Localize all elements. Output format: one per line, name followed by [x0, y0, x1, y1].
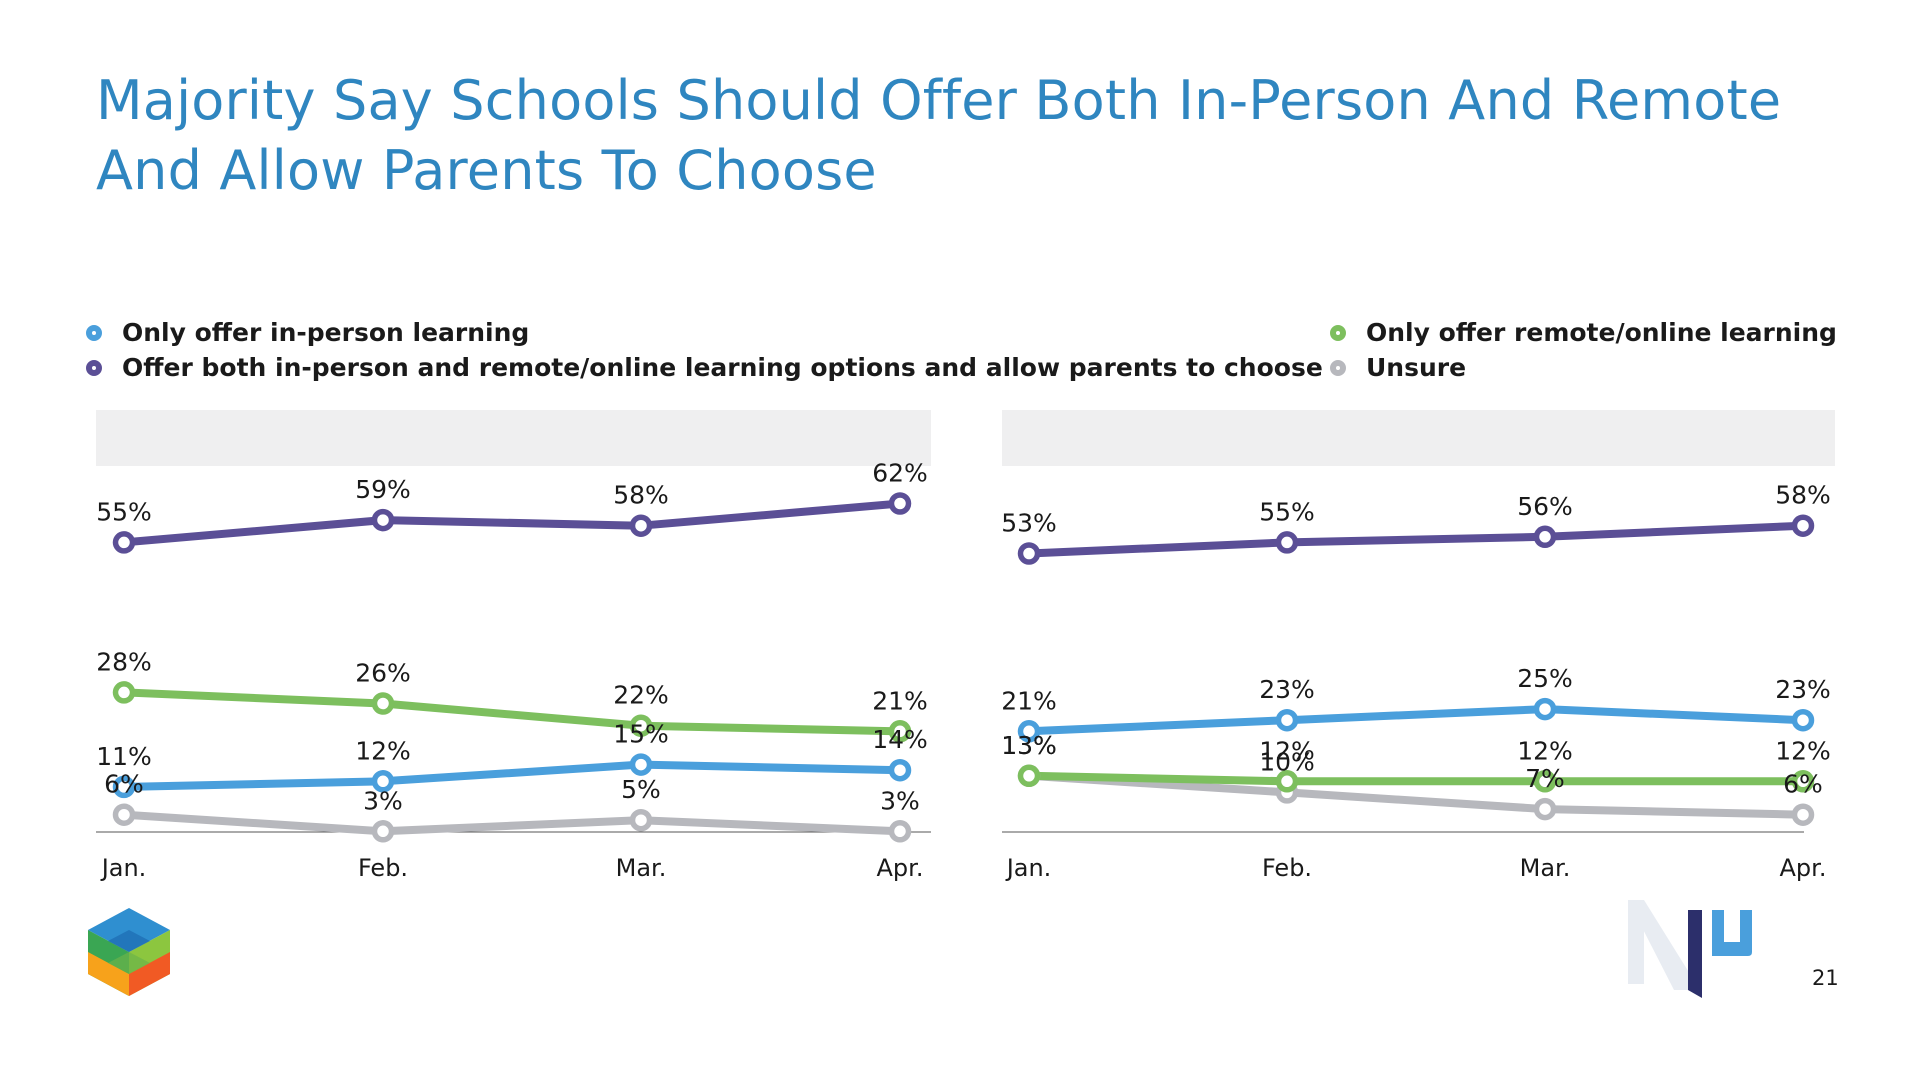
data-point [629, 714, 653, 737]
legend-marker-circle-icon [86, 359, 102, 376]
data-point [1791, 803, 1815, 826]
data-point [1533, 770, 1557, 793]
x-tick-label: Mar. [1520, 854, 1571, 882]
data-point [1275, 770, 1299, 793]
data-point [371, 820, 395, 843]
data-point [1791, 514, 1815, 537]
left-panel-header [96, 410, 931, 466]
series-line [1025, 771, 1807, 819]
data-label: 15% [613, 720, 669, 749]
series-line [1025, 521, 1807, 558]
data-point [1017, 542, 1041, 565]
data-point [629, 753, 653, 776]
data-label: 12% [1517, 736, 1573, 765]
data-label: 25% [1517, 664, 1573, 693]
data-point [1017, 764, 1041, 788]
data-label: 58% [1775, 481, 1831, 510]
data-label: 55% [96, 497, 152, 526]
data-point [888, 758, 912, 782]
data-label: 12% [1775, 736, 1831, 765]
data-label: 53% [1001, 509, 1057, 538]
page-number: 21 [1812, 966, 1839, 990]
data-point [112, 531, 136, 554]
series-line [1025, 771, 1807, 786]
data-label: 13% [1001, 731, 1057, 760]
data-label: 3% [363, 786, 403, 815]
series-line [120, 760, 904, 791]
data-point [1275, 708, 1299, 732]
data-point [888, 492, 912, 515]
series-line [1025, 705, 1807, 736]
right-panel-header [1002, 410, 1835, 466]
data-label: 23% [1775, 675, 1831, 704]
data-point [1275, 531, 1299, 554]
x-tick-label: Feb. [1262, 854, 1312, 882]
data-label: 26% [355, 659, 411, 688]
x-tick-label: Apr. [877, 854, 924, 882]
data-label: 7% [1525, 764, 1565, 793]
data-label: 10% [1259, 747, 1315, 776]
legend-item-remote: Only offer remote/online learning [1330, 318, 1837, 347]
page-title: Majority Say Schools Should Offer Both I… [96, 69, 1782, 202]
x-tick-label: Jan. [100, 854, 147, 882]
data-point [1533, 797, 1557, 821]
x-tick-label: Apr. [1780, 854, 1827, 882]
series-line [120, 499, 904, 547]
data-point [371, 692, 395, 715]
data-point [629, 808, 653, 832]
data-label: 55% [1259, 497, 1315, 526]
data-label: 13% [1001, 731, 1057, 760]
data-label: 21% [872, 686, 928, 715]
data-point [629, 514, 653, 537]
x-tick-label: Mar. [616, 854, 667, 882]
data-point [371, 770, 395, 793]
data-label: 21% [1001, 686, 1057, 715]
data-label: 12% [1259, 736, 1315, 765]
data-label: 14% [872, 725, 928, 754]
data-point [1533, 525, 1557, 549]
data-label: 6% [104, 770, 144, 799]
data-point [1791, 708, 1815, 732]
data-label: 12% [355, 736, 411, 765]
x-tick-label: Feb. [358, 854, 408, 882]
data-label: 22% [613, 681, 669, 710]
legend-marker-circle-icon [1330, 324, 1346, 341]
data-label: 56% [1517, 492, 1573, 521]
data-point [888, 720, 912, 743]
data-point [1791, 770, 1815, 793]
legend-marker-circle-icon [1330, 359, 1346, 376]
data-label: 11% [96, 742, 152, 771]
data-label: 23% [1259, 675, 1315, 704]
data-label: 58% [613, 481, 669, 510]
series-line [120, 810, 904, 836]
legend-item-both: Offer both in-person and remote/online l… [86, 353, 1323, 382]
data-point [888, 820, 912, 843]
data-label: 59% [355, 475, 411, 504]
legend-label: Unsure [1366, 353, 1467, 382]
data-label: 62% [872, 459, 928, 488]
data-point [371, 508, 395, 532]
legend-marker-circle-icon [86, 324, 102, 341]
data-label: 6% [1783, 770, 1823, 799]
data-label: 3% [880, 786, 920, 815]
data-label: 5% [621, 775, 661, 804]
data-label: 28% [96, 647, 152, 676]
data-point [112, 681, 136, 704]
data-point [1017, 720, 1041, 743]
legend-item-unsure: Unsure [1330, 353, 1466, 382]
legend-label: Only offer in-person learning [122, 318, 530, 347]
legend-label: Only offer remote/online learning [1366, 318, 1837, 347]
np-logo-icon [1628, 900, 1752, 998]
legend-label: Offer both in-person and remote/online l… [122, 353, 1323, 382]
data-point [112, 775, 136, 799]
x-tick-label: Jan. [1005, 854, 1052, 882]
series-line [120, 688, 904, 736]
data-point [1533, 697, 1557, 721]
legend-item-in-person: Only offer in-person learning [86, 318, 529, 347]
cube-logo-icon [88, 908, 170, 996]
data-point [112, 803, 136, 826]
